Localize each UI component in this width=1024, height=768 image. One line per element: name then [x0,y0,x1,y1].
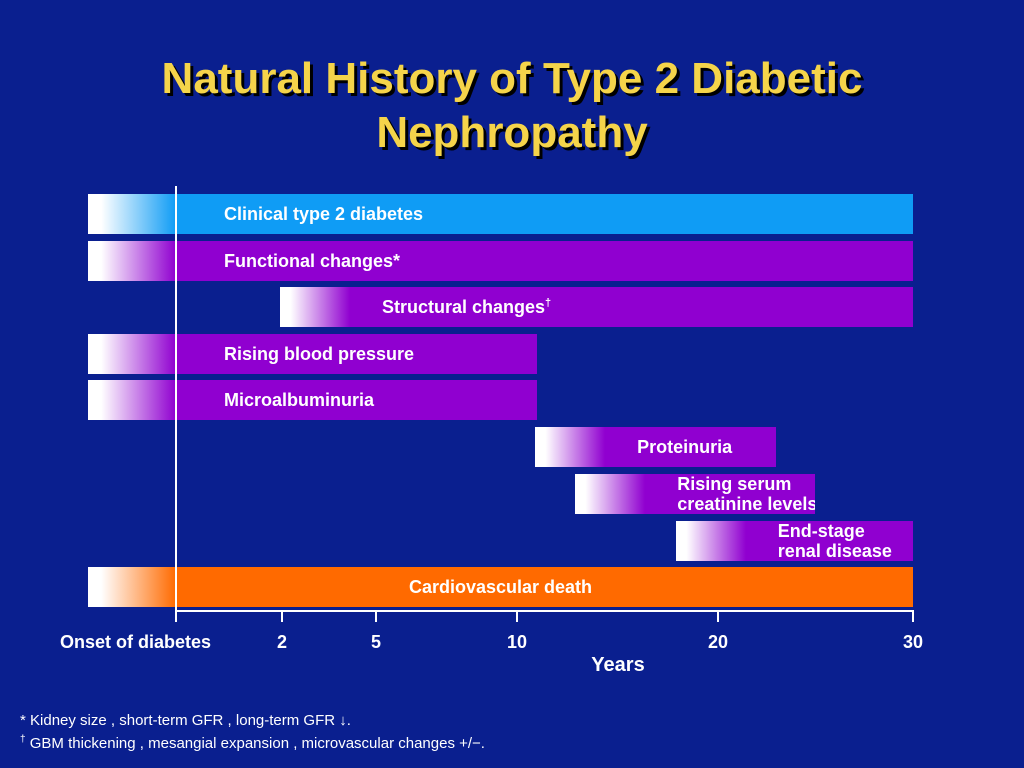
x-tick-label: 5 [370,632,382,652]
timeline-bar: Structural changes† [280,287,913,327]
bar-gradient-fade [88,241,176,281]
x-axis-tick [912,610,914,622]
bar-label-line: Rising serum [677,474,792,494]
bar-label: Functional changes* [224,251,400,271]
x-tick-label: 30 [902,632,924,652]
bar-label: Cardiovascular death [88,577,913,597]
title-line-1: Natural History of Type 2 Diabetic [161,54,863,103]
bar-label-line: Structural changes† [382,297,552,317]
bar-label-line: Clinical type 2 diabetes [224,204,424,224]
footnote-2: † GBM thickening , mesangial expansion ,… [20,734,485,752]
bar-label: Rising blood pressure [224,344,414,364]
timeline-bar: End-stage renal disease [675,521,913,561]
bar-gradient-fade [88,380,176,420]
timeline-bar: Rising blood pressure [88,334,538,374]
timeline-bar: Rising serum creatinine levels [575,474,816,514]
x-axis-tick [717,610,719,622]
footnote-2-text: GBM thickening , mesangial expansion , m… [25,735,485,752]
slide-title: Natural History of Type 2 Diabetic Nephr… [0,52,1024,160]
footnote-1-text: Kidney size , short-term GFR , long-term… [25,712,351,729]
x-axis-tick [175,610,177,622]
timeline-bar: Cardiovascular death [88,567,913,607]
bar-label: Proteinuria [637,437,732,457]
bar-label: End-stage renal disease [778,521,892,561]
bar-gradient-fade [280,287,350,327]
bar-gradient-fade [575,474,646,514]
bar-label-line: renal disease [777,541,892,561]
bar-label: Rising serum creatinine levels [677,474,815,514]
onset-axis-line [175,186,177,622]
bar-gradient-fade [88,194,176,234]
bar-label-line: Proteinuria [637,437,733,457]
bar-label: Microalbuminuria [224,390,374,410]
x-tick-label: 20 [707,632,729,652]
bar-gradient-fade [88,567,176,607]
footnote-mark: * [393,251,401,271]
footnote-2-mark: † [20,734,26,745]
x-tick-label: 10 [506,632,528,652]
bar-label-line: Microalbuminuria [224,390,375,410]
x-axis-tick [281,610,283,622]
x-tick-label: 2 [276,632,288,652]
x-axis-title: Years [591,654,645,676]
footnote-mark: † [545,297,552,309]
bar-gradient-fade [88,334,176,374]
footnote-1: * Kidney size , short-term GFR , long-te… [20,712,351,729]
x-axis-line [175,610,914,612]
bar-label-line: End-stage [777,521,865,541]
timeline-bar: Functional changes* [88,241,913,281]
bar-label-line: Rising blood pressure [224,344,415,364]
x-axis-tick [375,610,377,622]
timeline-bar: Microalbuminuria [88,380,538,420]
x-tick-label: Onset of diabetes [60,632,212,652]
footnote-1-mark: * [20,712,26,729]
bar-gradient-fade [675,521,746,561]
bar-label-line: creatinine levels [677,494,816,514]
bar-label-line: Cardiovascular death [408,577,593,597]
timeline-bar: Proteinuria [535,427,777,467]
title-line-2: Nephropathy [376,108,648,157]
bar-gradient-fade [535,427,606,467]
timeline-bar: Clinical type 2 diabetes [88,194,913,234]
x-axis-tick [516,610,518,622]
bar-label: Clinical type 2 diabetes [224,204,423,224]
bar-label: Structural changes† [382,297,551,317]
bar-label-line: Functional changes* [224,251,401,271]
